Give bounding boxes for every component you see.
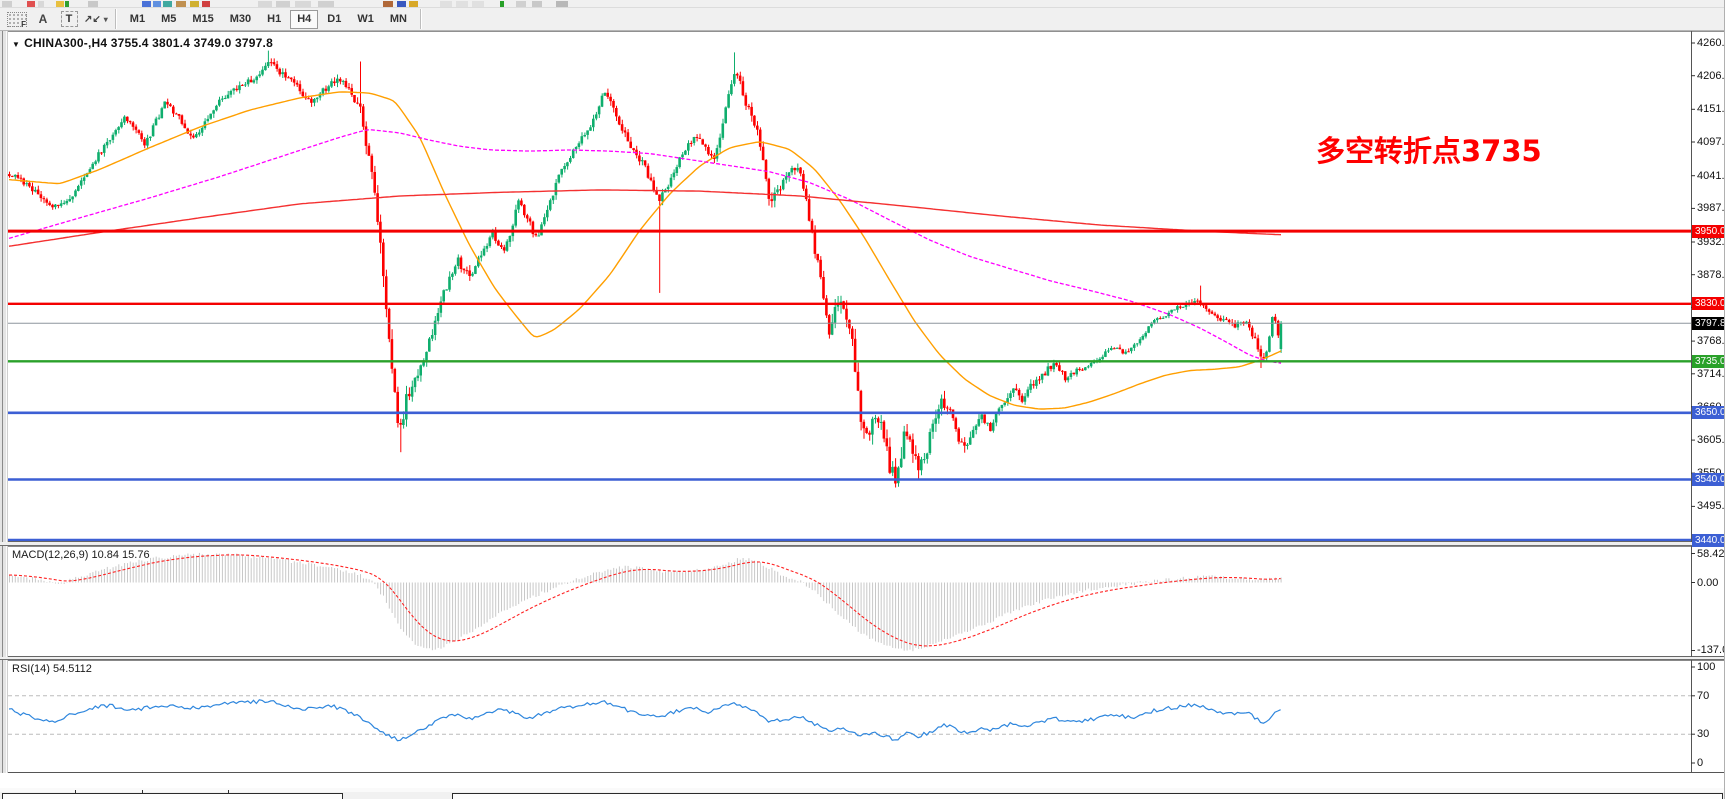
- chart-title: ▼ CHINA300-,H4 3755.4 3801.4 3749.0 3797.…: [12, 36, 273, 50]
- timeframe-h1[interactable]: H1: [267, 13, 282, 25]
- toolbar-icon-fragment: [56, 1, 64, 7]
- toolbar-icon-fragment: [27, 1, 35, 7]
- toolbar-icon-fragment: [318, 1, 334, 7]
- arrows-icon: ↗↙: [84, 13, 101, 25]
- date-axis: 17 Dec 201923 Dec 05:0027 Dec 05:003 Jan…: [0, 773, 1724, 788]
- cursor-a-icon: A: [38, 12, 48, 26]
- y-axis-label: 3932.0: [1697, 236, 1725, 248]
- y-axis-label: 4097.0: [1697, 136, 1725, 148]
- arrow-mode-tool[interactable]: ↗↙ ▾: [84, 10, 108, 29]
- price-level-badge: 3650.0: [1692, 406, 1724, 419]
- toolbar-icon-fragment: [295, 1, 311, 7]
- toolbar-icon-fragment: [176, 1, 186, 7]
- background-window-edge: [452, 793, 1723, 799]
- toolbar-icons-partial: [0, 0, 1724, 8]
- toolbar-icon-fragment: [500, 1, 504, 7]
- text-icon: T: [60, 11, 78, 27]
- y-axis-label: 4151.0: [1697, 103, 1725, 115]
- rsi-axis-label: 0: [1697, 757, 1704, 769]
- timeframe-m5[interactable]: M5: [161, 13, 177, 25]
- timeframe-m30[interactable]: M30: [229, 13, 252, 25]
- y-axis-label: 3714.5: [1697, 368, 1725, 380]
- toolbar-icon-fragment: [472, 1, 484, 7]
- y-axis-label: 3987.5: [1697, 202, 1725, 214]
- annotation-text[interactable]: 多空转折点3735: [1316, 134, 1542, 168]
- rsi-axis-label: 70: [1697, 690, 1710, 702]
- toolbar-icon-fragment: [65, 1, 69, 7]
- grid-icon: F: [7, 11, 27, 29]
- toolbar-icon-fragment: [397, 1, 406, 7]
- macd-axis-label: 58.42: [1697, 548, 1725, 560]
- price-level-badge: 3540.0: [1692, 473, 1724, 486]
- cursor-arrow-tool[interactable]: A: [32, 10, 54, 29]
- rsi-header: RSI(14) 54.5112: [12, 663, 92, 675]
- toolbar-icon-fragment: [409, 1, 418, 7]
- toolbar-separator: [419, 9, 422, 29]
- dropdown-icon[interactable]: ▼: [12, 40, 21, 49]
- y-axis-label: 3605.0: [1697, 434, 1725, 446]
- toolbar-separator: [114, 9, 117, 29]
- timeframe-d1[interactable]: D1: [327, 13, 342, 25]
- price-level-badge: 3440.0: [1692, 534, 1724, 547]
- toolbar-icon-fragment: [516, 1, 526, 7]
- pane-separator[interactable]: [0, 542, 1724, 546]
- price-level-badge: 3830.0: [1692, 297, 1724, 310]
- macd-axis-label: -137.09: [1697, 644, 1724, 656]
- y-axis-label: 3878.0: [1697, 269, 1725, 281]
- window-left-border: [0, 31, 8, 788]
- toolbar-icon-fragment: [258, 1, 272, 7]
- chevron-down-icon: ▾: [103, 14, 108, 24]
- y-axis-label: 3495.5: [1697, 500, 1725, 512]
- toolbar-icon-fragment: [202, 1, 210, 7]
- price-level-badge: 3797.8: [1692, 317, 1724, 330]
- toolbar-icon-fragment: [142, 1, 151, 7]
- toolbar-icon-fragment: [153, 1, 161, 7]
- y-axis-label: 4206.5: [1697, 70, 1725, 82]
- toolbar-icon-fragment: [456, 1, 468, 7]
- y-axis-label: 4260.5: [1697, 37, 1725, 49]
- macd-header: MACD(12,26,9) 10.84 15.76: [12, 549, 150, 561]
- text-tool[interactable]: T: [58, 10, 80, 29]
- toolbar-icon-fragment: [88, 1, 98, 7]
- price-level-badge: 3735.0: [1692, 355, 1724, 368]
- toolbar-icon-fragment: [163, 1, 172, 7]
- toolbar-icon-fragment: [556, 1, 568, 7]
- rsi-axis-label: 100: [1697, 661, 1716, 673]
- macd-axis-label: 0.00: [1697, 577, 1719, 589]
- pane-separator[interactable]: [0, 657, 1724, 660]
- timeframe-m15[interactable]: M15: [192, 13, 214, 25]
- price-level-badge: 3950.0: [1692, 225, 1724, 238]
- toolbar: F A T ↗↙ ▾ M1 M5 M15 M30 H1 H4 D1 W1 MN: [0, 8, 1724, 31]
- toolbar-icon-fragment: [38, 1, 44, 7]
- timeframe-mn[interactable]: MN: [389, 13, 407, 25]
- timeframe-group: M1 M5 M15 M30 H1 H4 D1 W1 MN: [122, 9, 415, 29]
- toolbar-icon-fragment: [532, 1, 542, 7]
- toolbar-icon-fragment: [2, 1, 12, 7]
- y-axis-label: 4041.5: [1697, 170, 1725, 182]
- toolbar-icon-fragment: [190, 1, 199, 7]
- toolbar-icon-fragment: [440, 1, 452, 7]
- y-axis-label: 3768.5: [1697, 335, 1725, 347]
- toolbar-icon-fragment: [276, 1, 290, 7]
- indicator-grid-tool[interactable]: F: [6, 10, 28, 29]
- chart-title-text: CHINA300-,H4 3755.4 3801.4 3749.0 3797.8: [24, 36, 273, 50]
- rsi-axis-label: 30: [1697, 728, 1710, 740]
- background-window-edge: [2, 793, 343, 799]
- timeframe-m1[interactable]: M1: [129, 13, 146, 25]
- timeframe-w1[interactable]: W1: [357, 13, 374, 25]
- toolbar-icon-fragment: [383, 1, 393, 7]
- timeframe-h4[interactable]: H4: [290, 9, 319, 29]
- background-windows-edge: [0, 788, 1724, 799]
